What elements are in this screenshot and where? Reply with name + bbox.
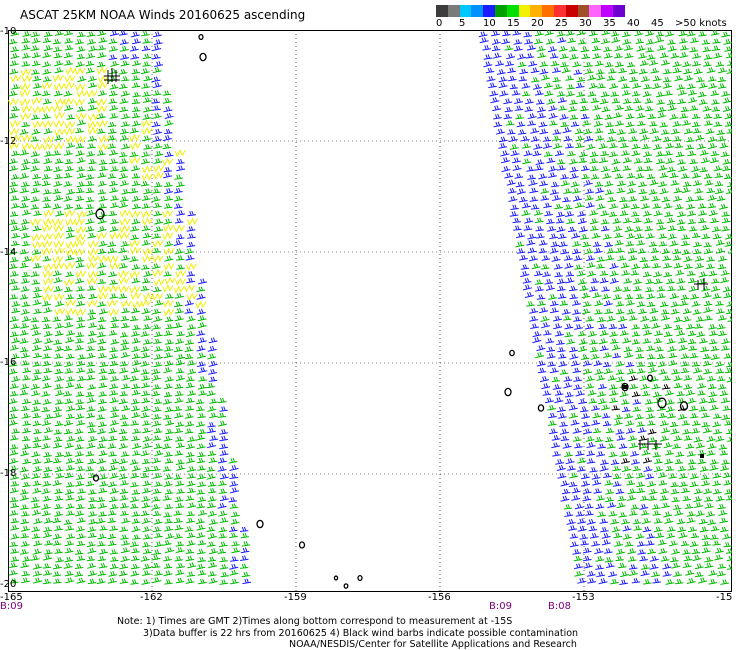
footnote-line-1: Note: 1) Times are GMT 2)Times along bot… bbox=[117, 616, 513, 627]
right-swath-barbs-green bbox=[504, 30, 732, 585]
scale-label-4: 20 bbox=[531, 18, 544, 29]
scale-swatch-15 bbox=[612, 5, 625, 17]
scale-swatch-9 bbox=[542, 5, 554, 17]
scale-label-7: 35 bbox=[603, 18, 616, 29]
island-0 bbox=[198, 33, 204, 41]
island-1 bbox=[199, 52, 207, 62]
scale-label-0: 0 bbox=[436, 18, 443, 29]
right-contaminated-barbs-2 bbox=[694, 278, 708, 290]
map-title: ASCAT 25KM NOAA Winds 20160625 ascending bbox=[20, 8, 306, 22]
pass-time-left: B:09 bbox=[0, 601, 23, 612]
island-7 bbox=[646, 374, 654, 382]
lat-tick-12: -12 bbox=[0, 136, 17, 147]
scale-swatch-12 bbox=[577, 5, 590, 17]
scale-label-10: >50 knots bbox=[675, 18, 727, 29]
color-swatches bbox=[436, 5, 625, 17]
scale-labels: 0 5 10 15 20 25 30 35 40 45 >50 knots bbox=[436, 17, 727, 29]
lat-tick-16: -16 bbox=[0, 357, 17, 368]
lon-tick-150: -15 bbox=[716, 592, 733, 603]
lat-tick-20: -20 bbox=[0, 579, 17, 590]
pass-time-far-right: B:08 bbox=[548, 601, 571, 612]
lon-tick-156: -156 bbox=[428, 592, 451, 603]
island-5 bbox=[537, 404, 545, 412]
lat-tick-18: -18 bbox=[0, 468, 17, 479]
scale-label-6: 30 bbox=[579, 18, 592, 29]
scale-label-3: 15 bbox=[507, 18, 520, 29]
right-swath-barbs-blue bbox=[478, 30, 672, 585]
left-contaminated-barbs bbox=[104, 68, 120, 84]
island-10 bbox=[92, 474, 100, 482]
scale-swatch-11 bbox=[565, 5, 578, 17]
scale-swatch-14 bbox=[601, 5, 613, 17]
scale-swatch-6 bbox=[506, 5, 519, 17]
island-14 bbox=[343, 583, 349, 589]
wind-barb-map bbox=[8, 30, 732, 592]
scale-label-5: 25 bbox=[555, 18, 568, 29]
scale-swatch-7 bbox=[518, 5, 531, 17]
scale-swatch-13 bbox=[589, 5, 602, 17]
scale-label-2: 10 bbox=[483, 18, 496, 29]
island-2 bbox=[95, 208, 105, 220]
island-11 bbox=[256, 519, 264, 529]
pass-time-right: B:09 bbox=[489, 601, 512, 612]
left-swath-barbs-blue bbox=[108, 30, 252, 585]
scale-swatch-1 bbox=[447, 5, 460, 17]
scale-swatch-4 bbox=[483, 5, 495, 17]
scale-swatch-5 bbox=[494, 5, 507, 17]
lon-tick-159: -159 bbox=[284, 592, 307, 603]
lon-tick-165: -165 bbox=[0, 592, 23, 603]
island-dot bbox=[700, 454, 704, 458]
wind-speed-color-scale: 0 5 10 15 20 25 30 35 40 45 >50 knots bbox=[436, 5, 727, 29]
island-block bbox=[622, 385, 628, 389]
scale-swatch-10 bbox=[553, 5, 566, 17]
island-12 bbox=[298, 541, 306, 549]
island-3 bbox=[509, 349, 515, 357]
island-4 bbox=[504, 387, 512, 397]
lon-tick-153: -153 bbox=[572, 592, 595, 603]
island-13 bbox=[333, 575, 339, 581]
scale-swatch-3 bbox=[471, 5, 484, 17]
scale-swatch-0 bbox=[436, 5, 448, 17]
left-swath-barbs-green bbox=[8, 30, 251, 585]
lat-tick-10: -10 bbox=[0, 26, 17, 37]
scale-swatch-8 bbox=[530, 5, 543, 17]
scale-label-9: 45 bbox=[651, 18, 664, 29]
island-9 bbox=[679, 401, 689, 411]
lat-tick-14: -14 bbox=[0, 247, 17, 258]
island-8 bbox=[657, 397, 667, 409]
scale-swatch-2 bbox=[459, 5, 472, 17]
lon-tick-162: -162 bbox=[140, 592, 163, 603]
scale-label-1: 5 bbox=[459, 18, 466, 29]
right-contaminated-barbs bbox=[638, 438, 662, 450]
left-swath-barbs-yellow bbox=[8, 66, 207, 317]
footnote-line-2: 3)Data buffer is 22 hrs from 20160625 4)… bbox=[143, 628, 579, 639]
footnote-line-3: NOAA/NESDIS/Center for Satellite Applica… bbox=[289, 639, 577, 650]
island-15 bbox=[357, 574, 363, 582]
scale-label-8: 40 bbox=[627, 18, 640, 29]
